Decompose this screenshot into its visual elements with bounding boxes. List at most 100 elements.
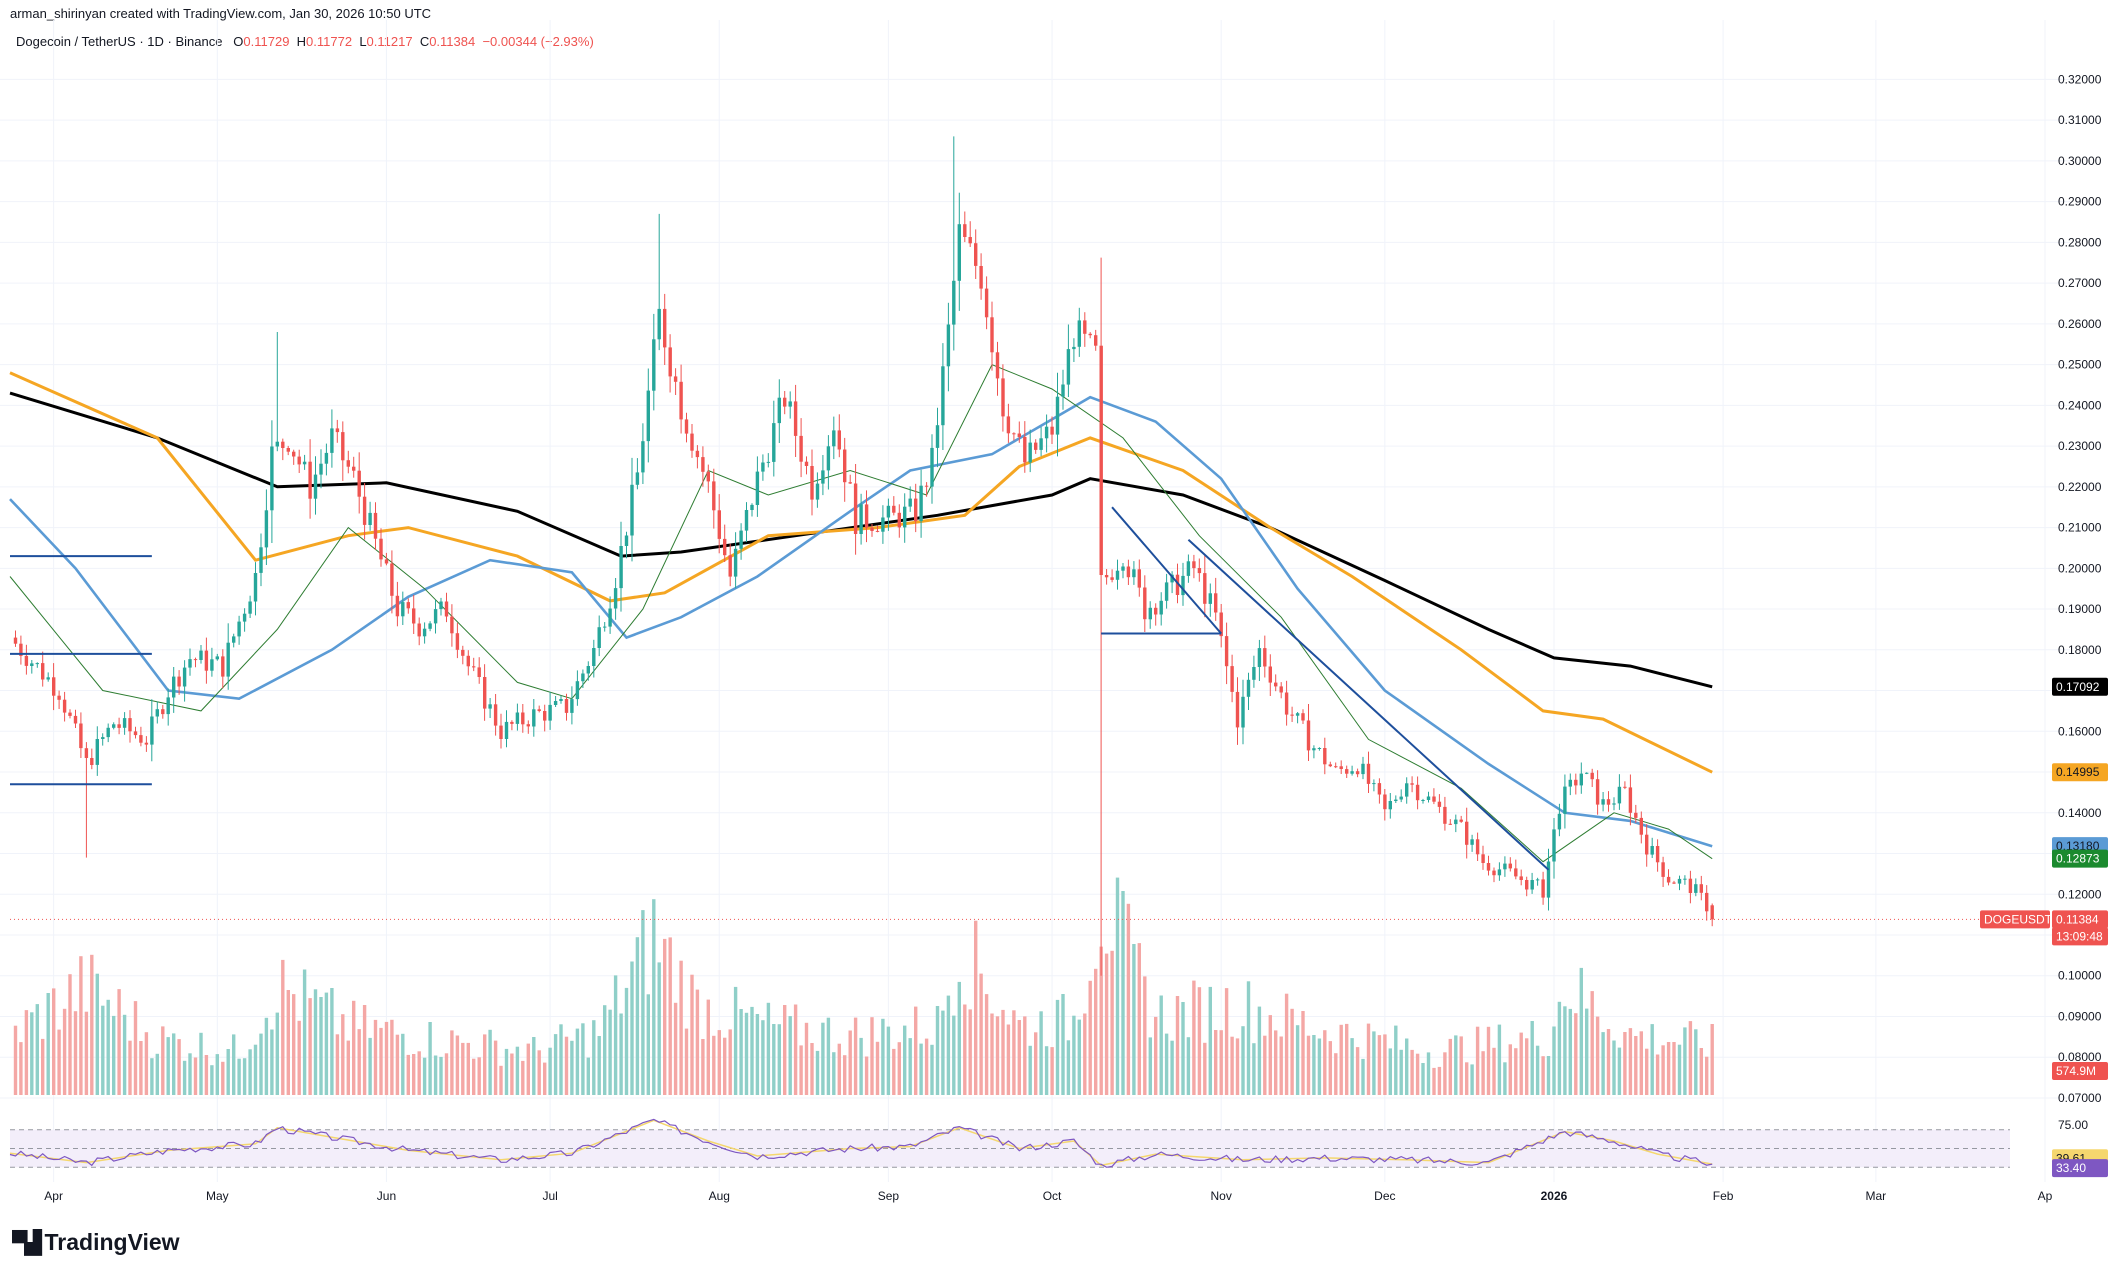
volume-bar — [1055, 999, 1060, 1095]
volume-bar — [515, 1046, 520, 1095]
candle-body — [1164, 582, 1169, 601]
volume-bar — [1241, 1026, 1245, 1095]
volume-bar — [1683, 1027, 1687, 1095]
volume-bar — [652, 899, 656, 1095]
volume-bar — [1492, 1047, 1496, 1095]
candle-body — [1317, 748, 1322, 749]
volume-bar — [717, 1030, 721, 1095]
volume-bar — [1525, 1038, 1529, 1095]
ma-value-label-bg — [2052, 677, 2108, 696]
volume-bar — [1628, 1028, 1633, 1095]
candle-body — [95, 739, 99, 765]
volume-bar — [739, 1009, 743, 1095]
time-axis-label: May — [206, 1189, 229, 1203]
candle-body — [897, 512, 901, 528]
volume-bar — [766, 1002, 771, 1095]
candle-body — [1366, 763, 1371, 784]
candle-body — [597, 627, 601, 648]
legend-symbol[interactable]: Dogecoin / TetherUS · 1D · Binance — [16, 34, 223, 49]
candle-body — [1497, 869, 1502, 876]
volume-bar — [84, 1011, 89, 1095]
volume-bar — [1012, 1010, 1016, 1095]
volume-bar — [1585, 1008, 1589, 1095]
candle-body — [739, 530, 743, 549]
volume-bar — [1568, 1008, 1572, 1095]
grid-lines — [0, 20, 2070, 1182]
volume-bar — [1672, 1042, 1676, 1095]
candle-body — [1399, 796, 1403, 800]
candle-body — [112, 724, 116, 728]
price-axis[interactable]: 0.07000 0.08000 0.09000 0.10000 0.12000 0.140… — [1980, 72, 2108, 1179]
volume-bar — [624, 987, 629, 1095]
volume-bar — [919, 1043, 923, 1095]
volume-bar — [761, 1020, 765, 1095]
candle-body — [1672, 882, 1676, 884]
candle-body — [1459, 819, 1463, 822]
volume-bar — [253, 1044, 258, 1095]
volume-bar — [581, 1023, 585, 1095]
volume-bar — [319, 997, 323, 1095]
candle-body — [297, 456, 301, 465]
volume-bar — [79, 956, 83, 1095]
volume-bar — [221, 1061, 225, 1095]
volume-bar — [1612, 1040, 1616, 1095]
ma-50-line — [9, 395, 1713, 848]
volume-bar — [1094, 968, 1098, 1095]
candle-body — [984, 288, 989, 318]
candle-body — [1055, 396, 1060, 435]
last-price-label-bg — [2052, 910, 2108, 929]
candle-body — [914, 498, 918, 522]
candle-body — [919, 485, 923, 522]
volume-bar — [101, 1005, 105, 1095]
volume-bar — [1415, 1053, 1420, 1095]
volume-bar — [799, 1045, 803, 1095]
candle-body — [1224, 636, 1229, 667]
legend-high-value: 0.11772 — [306, 34, 353, 49]
volume-bar — [843, 1055, 847, 1095]
time-axis-label: Dec — [1374, 1189, 1395, 1203]
volume-bar — [1661, 1045, 1665, 1095]
candle-body — [319, 463, 323, 475]
volume-bar — [1099, 946, 1103, 1095]
rsi-ma-line — [9, 1119, 1713, 1167]
volume-bar — [575, 1028, 580, 1095]
volume-bar — [619, 1013, 623, 1095]
candle-body — [232, 636, 236, 643]
candle-body — [422, 628, 427, 637]
candle-body — [1312, 748, 1316, 751]
volume-bar — [1143, 976, 1147, 1095]
volume-bar — [564, 1036, 569, 1095]
volume-bar — [177, 1039, 181, 1095]
volume-bar — [832, 1052, 836, 1095]
volume-bar — [1710, 1024, 1714, 1095]
time-axis-label: Sep — [878, 1189, 900, 1203]
candle-body — [62, 699, 67, 713]
volume-bar — [1203, 1042, 1207, 1095]
candle-body — [1094, 335, 1098, 346]
candle-body — [668, 347, 672, 377]
candle-body — [1268, 666, 1272, 683]
volume-bar — [1001, 1009, 1005, 1095]
volume-bar — [215, 1054, 219, 1095]
volume-bar — [417, 1051, 421, 1095]
volume-bar — [461, 1042, 465, 1095]
volume-bar — [150, 1058, 154, 1095]
volume-bar — [1104, 953, 1109, 1095]
candle-body — [1017, 433, 1021, 437]
volume-bar — [543, 1062, 547, 1095]
candle-body — [1186, 561, 1191, 576]
candle-body — [1563, 786, 1567, 814]
candle-body — [144, 742, 149, 745]
candle-body — [1606, 799, 1611, 805]
candle-body — [750, 504, 754, 510]
volume-bar — [193, 1057, 198, 1095]
candle-body — [761, 462, 765, 472]
tradingview-logo[interactable]: ▀▟ TradingView — [12, 1229, 180, 1256]
candle-body — [1012, 433, 1016, 435]
candle-body — [330, 428, 334, 453]
candle-body — [1143, 587, 1147, 620]
volume-bar — [1284, 993, 1289, 1095]
time-axis[interactable]: Apr May Jun Jul Aug Sep Oct Nov Dec 2026 Feb Mar Ap — [44, 1189, 2052, 1203]
candle-body — [657, 308, 661, 340]
